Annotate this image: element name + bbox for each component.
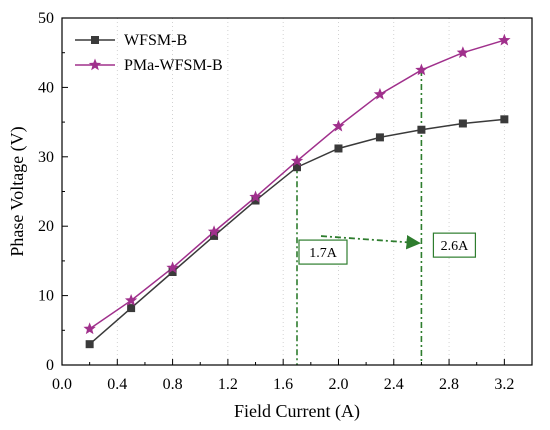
y-tick-label: 40 — [38, 79, 54, 96]
series-point — [334, 144, 343, 153]
x-axis-title: Field Current (A) — [234, 401, 360, 422]
annotations: 1.7A 2.6A — [298, 232, 477, 265]
annotation-box — [432, 232, 477, 258]
series-point — [332, 119, 345, 132]
annotation-box — [298, 239, 348, 265]
annotation-guides — [296, 70, 423, 365]
y-tick-label: 0 — [46, 357, 54, 374]
series-point — [293, 163, 301, 172]
legend-label: WFSM-B — [124, 32, 187, 49]
y-tick-label: 20 — [38, 218, 54, 235]
x-tick-label: 1.6 — [273, 376, 293, 393]
series-point — [85, 340, 94, 349]
series-point — [166, 261, 179, 274]
series-markers — [83, 33, 511, 349]
series-point — [168, 268, 177, 277]
series-point — [127, 304, 136, 313]
tick-labels: 0.0 0.4 0.8 1.2 1.6 2.0 2.4 2.8 3.2 0 10 20 30 40 50 — [38, 10, 514, 393]
x-tick-label: 0.4 — [107, 376, 127, 393]
x-tick-label: 2.8 — [439, 376, 459, 393]
x-tick-label: 2.0 — [328, 376, 348, 393]
series-point — [415, 63, 428, 76]
series-point — [500, 115, 509, 124]
legend: WFSM-B PMa-WFSM-B — [75, 32, 223, 74]
series-point — [210, 231, 219, 240]
series-point — [458, 119, 467, 128]
series-point — [498, 33, 511, 46]
annotation-label: 2.6A — [441, 239, 470, 254]
annotation-label: 1.7A — [309, 246, 338, 261]
axis-ticks — [61, 17, 505, 366]
series-point — [375, 133, 384, 142]
x-tick-label: 0.0 — [52, 376, 72, 393]
y-tick-label: 50 — [38, 10, 54, 27]
series-point — [417, 125, 426, 134]
series-point — [251, 196, 260, 205]
series-point — [290, 154, 304, 167]
series-point — [456, 46, 470, 58]
y-tick-label: 30 — [38, 149, 54, 166]
series-point — [83, 322, 96, 335]
y-axis-title: Phase Voltage (V) — [7, 126, 28, 256]
series-point — [88, 58, 102, 71]
series-point — [249, 190, 262, 203]
y-tick-label: 10 — [38, 288, 54, 305]
x-tick-label: 2.4 — [384, 376, 404, 393]
series-point — [373, 87, 387, 100]
annotation-arrow — [320, 235, 421, 250]
x-tick-label: 0.8 — [163, 376, 183, 393]
series-point — [91, 36, 99, 44]
series-point — [124, 293, 138, 306]
series-point — [207, 225, 221, 238]
x-tick-label: 3.2 — [494, 376, 514, 393]
x-tick-label: 1.2 — [218, 376, 238, 393]
legend-label: PMa-WFSM-B — [124, 57, 223, 74]
